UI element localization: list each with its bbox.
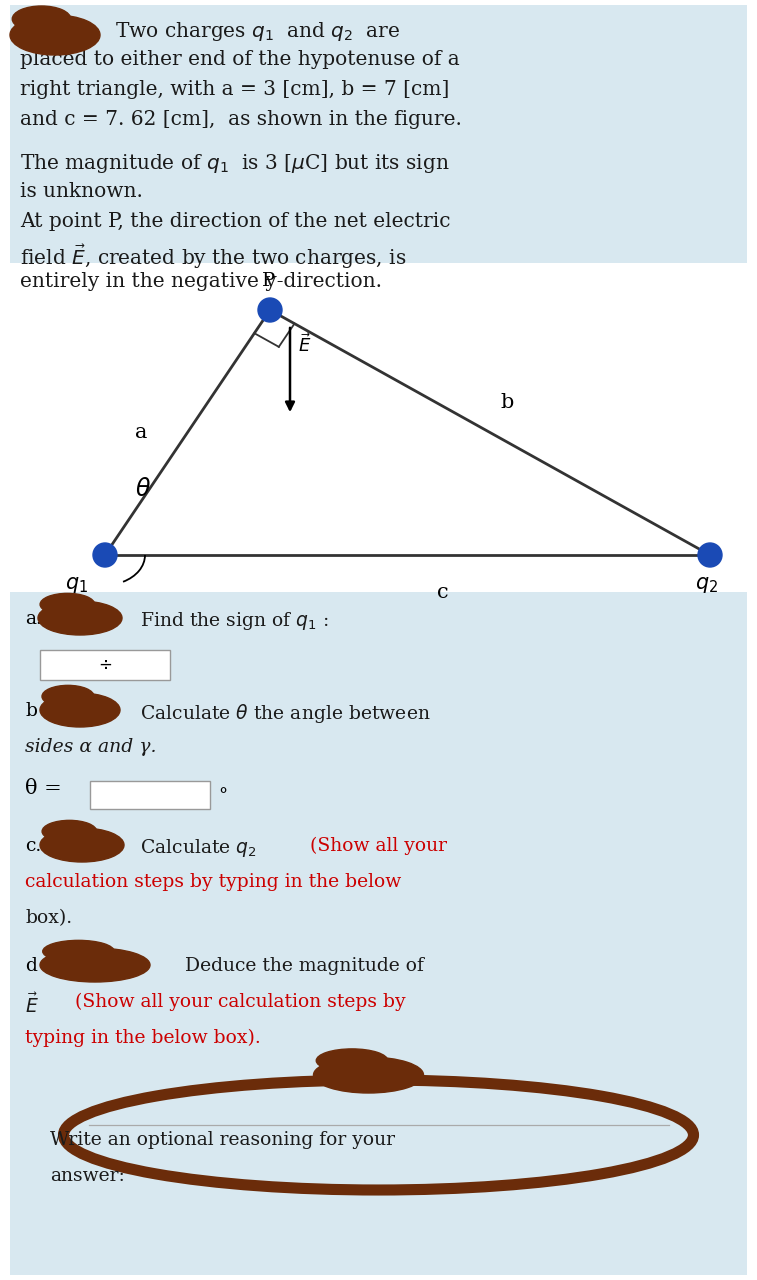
Text: answer:: answer: bbox=[50, 1167, 125, 1185]
Text: b: b bbox=[25, 701, 37, 719]
Ellipse shape bbox=[40, 828, 124, 861]
Text: Find the sign of $q_1$ :: Find the sign of $q_1$ : bbox=[140, 611, 329, 632]
Text: The magnitude of $q_1$  is 3 [$\mu$C] but its sign: The magnitude of $q_1$ is 3 [$\mu$C] but… bbox=[20, 152, 450, 175]
Ellipse shape bbox=[42, 941, 114, 963]
Ellipse shape bbox=[40, 948, 150, 982]
Ellipse shape bbox=[40, 692, 120, 727]
Text: $q_1$: $q_1$ bbox=[65, 575, 88, 595]
Text: b: b bbox=[500, 393, 513, 412]
Text: °: ° bbox=[218, 787, 227, 805]
Circle shape bbox=[698, 543, 722, 567]
Text: is unknown.: is unknown. bbox=[20, 182, 143, 201]
Text: At point P, the direction of the net electric: At point P, the direction of the net ele… bbox=[20, 212, 450, 230]
Text: sides α and γ.: sides α and γ. bbox=[25, 739, 157, 756]
Text: a: a bbox=[136, 422, 148, 442]
FancyBboxPatch shape bbox=[90, 781, 210, 809]
Text: ÷: ÷ bbox=[98, 655, 112, 675]
Ellipse shape bbox=[40, 594, 95, 616]
Text: d: d bbox=[25, 957, 37, 975]
FancyBboxPatch shape bbox=[83, 1094, 674, 1175]
Text: $q_2$: $q_2$ bbox=[695, 575, 718, 595]
Text: θ =: θ = bbox=[25, 780, 68, 797]
Circle shape bbox=[93, 543, 117, 567]
Ellipse shape bbox=[10, 15, 100, 55]
Text: Calculate $\theta$ the angle between: Calculate $\theta$ the angle between bbox=[140, 701, 431, 724]
Text: box).: box). bbox=[25, 909, 72, 927]
Text: c: c bbox=[438, 582, 449, 602]
Ellipse shape bbox=[12, 6, 70, 32]
FancyBboxPatch shape bbox=[40, 650, 170, 680]
Ellipse shape bbox=[42, 820, 97, 842]
Text: P: P bbox=[262, 271, 276, 291]
Text: Write an optional reasoning for your: Write an optional reasoning for your bbox=[50, 1132, 395, 1149]
Ellipse shape bbox=[38, 602, 122, 635]
Text: typing in the below box).: typing in the below box). bbox=[25, 1029, 260, 1047]
Text: $\theta$: $\theta$ bbox=[135, 479, 151, 502]
Text: Calculate $q_2$: Calculate $q_2$ bbox=[140, 837, 259, 859]
FancyBboxPatch shape bbox=[10, 265, 747, 590]
Text: field $\vec{E}$, created by the two charges, is: field $\vec{E}$, created by the two char… bbox=[20, 242, 407, 270]
Text: c.: c. bbox=[25, 837, 41, 855]
Ellipse shape bbox=[316, 1048, 388, 1073]
Text: $\vec{E}$: $\vec{E}$ bbox=[298, 333, 311, 356]
Text: calculation steps by typing in the below: calculation steps by typing in the below bbox=[25, 873, 401, 891]
Circle shape bbox=[258, 298, 282, 323]
Text: entirely in the negative y-direction.: entirely in the negative y-direction. bbox=[20, 271, 382, 291]
Text: Deduce the magnitude of: Deduce the magnitude of bbox=[185, 957, 424, 975]
Text: (Show all your calculation steps by: (Show all your calculation steps by bbox=[75, 993, 406, 1011]
Text: right triangle, with a = 3 [cm], b = 7 [cm]: right triangle, with a = 3 [cm], b = 7 [… bbox=[20, 79, 450, 99]
Text: and c = 7. 62 [cm],  as shown in the figure.: and c = 7. 62 [cm], as shown in the figu… bbox=[20, 110, 462, 129]
FancyBboxPatch shape bbox=[10, 591, 747, 1275]
Text: $\vec{E}$: $\vec{E}$ bbox=[25, 993, 39, 1018]
Ellipse shape bbox=[313, 1057, 423, 1093]
Text: placed to either end of the hypotenuse of a: placed to either end of the hypotenuse o… bbox=[20, 50, 459, 69]
Ellipse shape bbox=[42, 685, 94, 708]
FancyBboxPatch shape bbox=[10, 5, 747, 262]
Text: a.: a. bbox=[25, 611, 42, 628]
Text: (Show all your: (Show all your bbox=[310, 837, 447, 855]
Text: Two charges $q_1$  and $q_2$  are: Two charges $q_1$ and $q_2$ are bbox=[115, 20, 400, 44]
